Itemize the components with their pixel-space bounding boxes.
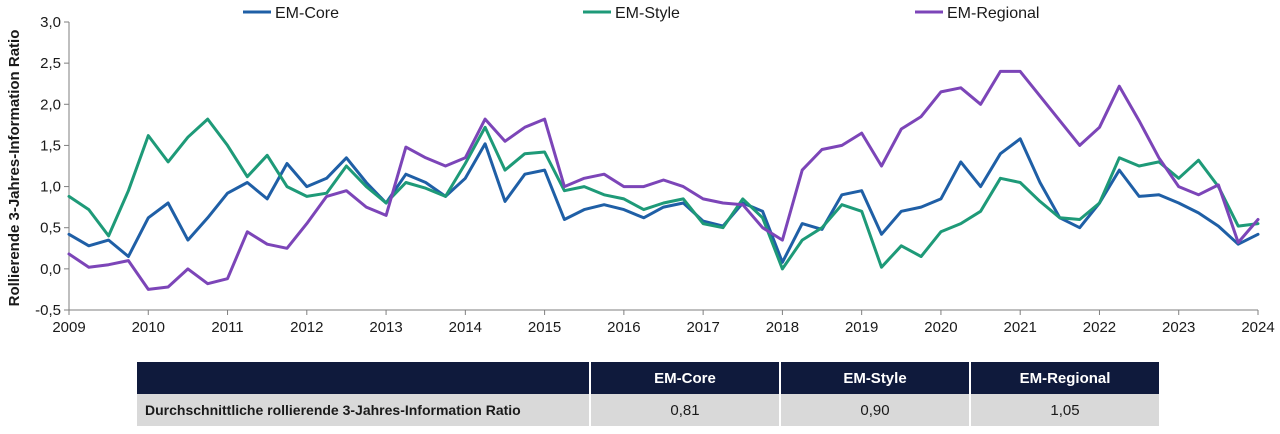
legend-label-em-regional: EM-Regional xyxy=(947,5,1039,22)
y-tick-label: 2,5 xyxy=(40,55,61,72)
series-line-em-core xyxy=(67,137,1260,264)
y-tick-label: -0,5 xyxy=(35,302,61,319)
summary-header-em-core: EM-Core xyxy=(591,362,779,394)
summary-value-em-regional: 1,05 xyxy=(971,394,1159,426)
y-tick-label: 1,5 xyxy=(40,137,61,154)
x-tick-label: 2010 xyxy=(132,319,165,336)
summary-row-label: Durchschnittliche rollierende 3-Jahres-I… xyxy=(137,394,589,426)
legend-label-em-core: EM-Core xyxy=(275,5,339,22)
summary-value-em-core: 0,81 xyxy=(591,394,779,426)
x-tick-label: 2015 xyxy=(528,319,561,336)
summary-header-row: EM-Core EM-Style EM-Regional xyxy=(137,362,1159,394)
x-tick-label: 2020 xyxy=(924,319,957,336)
summary-header-em-regional: EM-Regional xyxy=(971,362,1159,394)
x-tick-label: 2018 xyxy=(766,319,799,336)
legend: EM-Core EM-Style EM-Regional xyxy=(243,5,1039,22)
y-axis-label: Rollierende 3-Jahres-Information Ratio xyxy=(6,30,23,307)
summary-header-empty xyxy=(137,362,589,394)
x-tick-label: 2011 xyxy=(211,319,243,336)
x-tick-label: 2013 xyxy=(369,319,402,336)
y-tick-label: 1,0 xyxy=(40,179,61,196)
series-line-em-style xyxy=(67,117,1260,271)
series-line-em-regional xyxy=(67,69,1260,291)
x-tick-label: 2019 xyxy=(845,319,878,336)
x-tick-label: 2023 xyxy=(1162,319,1195,336)
x-tick-label: 2024 xyxy=(1241,319,1274,336)
x-tick-label: 2014 xyxy=(449,319,482,336)
x-tick-label: 2021 xyxy=(1004,319,1037,336)
y-tick-label: 0,5 xyxy=(40,220,61,237)
x-tick-label: 2016 xyxy=(607,319,640,336)
x-tick-label: 2017 xyxy=(686,319,719,336)
summary-value-em-style: 0,90 xyxy=(781,394,969,426)
x-tick-label: 2022 xyxy=(1083,319,1116,336)
line-chart: Rollierende 3-Jahres-Information Ratio -… xyxy=(6,5,1275,336)
y-tick-label: 0,0 xyxy=(40,261,61,278)
summary-data-row: Durchschnittliche rollierende 3-Jahres-I… xyxy=(137,394,1159,426)
legend-label-em-style: EM-Style xyxy=(615,5,680,22)
y-tick-label: 3,0 xyxy=(40,14,61,31)
x-tick-label: 2012 xyxy=(290,319,323,336)
x-tick-label: 2009 xyxy=(52,319,85,336)
y-tick-label: 2,0 xyxy=(40,96,61,113)
summary-table: EM-Core EM-Style EM-Regional Durchschnit… xyxy=(135,362,1161,426)
summary-header-em-style: EM-Style xyxy=(781,362,969,394)
